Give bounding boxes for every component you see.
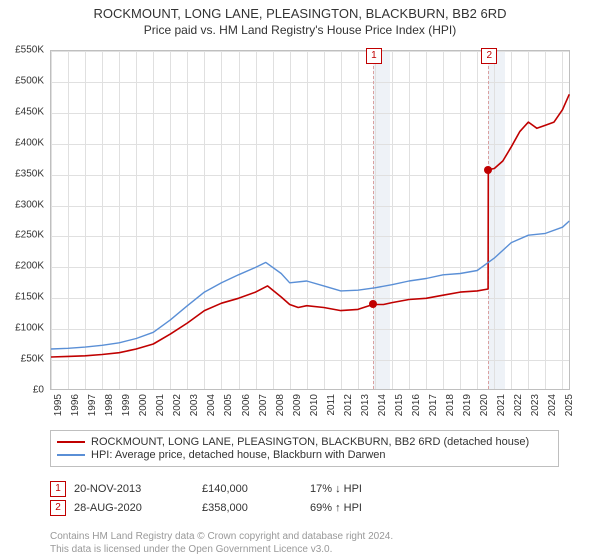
footer-line-1: Contains HM Land Registry data © Crown c… (50, 530, 393, 543)
x-tick-label: 2011 (326, 394, 337, 416)
x-tick-label: 2007 (258, 394, 269, 416)
y-tick-label: £400K (0, 137, 44, 148)
marker-box: 1 (366, 48, 382, 64)
x-tick-label: 2008 (275, 394, 286, 416)
marker-dot (484, 166, 492, 174)
x-tick-label: 2016 (411, 394, 422, 416)
x-tick-label: 2002 (172, 394, 183, 416)
x-tick-label: 2014 (377, 394, 388, 416)
y-tick-label: £200K (0, 261, 44, 272)
sale-diff: 17% ↓ HPI (310, 483, 430, 495)
sale-price: £358,000 (202, 502, 302, 514)
chart-title: ROCKMOUNT, LONG LANE, PLEASINGTON, BLACK… (0, 6, 600, 21)
x-tick-label: 1996 (70, 394, 81, 416)
x-tick-label: 2017 (428, 394, 439, 416)
legend-swatch (57, 454, 85, 456)
x-tick-label: 2013 (360, 394, 371, 416)
chart-plot-area: 12 (50, 50, 570, 390)
y-tick-label: £250K (0, 230, 44, 241)
sale-diff: 69% ↑ HPI (310, 502, 430, 514)
legend-swatch (57, 441, 85, 443)
x-tick-label: 2010 (309, 394, 320, 416)
x-tick-label: 2009 (292, 394, 303, 416)
chart-subtitle: Price paid vs. HM Land Registry's House … (0, 23, 600, 37)
x-tick-label: 2018 (445, 394, 456, 416)
y-tick-label: £300K (0, 199, 44, 210)
x-tick-label: 2003 (189, 394, 200, 416)
x-tick-label: 1997 (87, 394, 98, 416)
x-tick-label: 2015 (394, 394, 405, 416)
y-tick-label: £100K (0, 323, 44, 334)
x-tick-label: 2005 (223, 394, 234, 416)
sales-list: 1 20-NOV-2013 £140,000 17% ↓ HPI 2 28-AUG-202… (50, 478, 570, 519)
sale-date: 28-AUG-2020 (74, 502, 194, 514)
x-tick-label: 2001 (155, 394, 166, 416)
marker-box: 2 (481, 48, 497, 64)
sale-date: 20-NOV-2013 (74, 483, 194, 495)
x-tick-label: 1999 (121, 394, 132, 416)
chart-lines (51, 51, 571, 391)
sale-price: £140,000 (202, 483, 302, 495)
y-tick-label: £450K (0, 106, 44, 117)
marker-dot (369, 300, 377, 308)
series-hpi (51, 221, 569, 349)
legend-row: HPI: Average price, detached house, Blac… (57, 449, 552, 461)
x-tick-label: 2004 (206, 394, 217, 416)
sale-row: 2 28-AUG-2020 £358,000 69% ↑ HPI (50, 500, 570, 516)
y-tick-label: £50K (0, 354, 44, 365)
y-tick-label: £150K (0, 292, 44, 303)
x-tick-label: 2020 (479, 394, 490, 416)
x-tick-label: 2021 (496, 394, 507, 416)
x-tick-label: 2022 (513, 394, 524, 416)
x-tick-label: 2025 (564, 394, 575, 416)
x-tick-label: 2019 (462, 394, 473, 416)
footer-line-2: This data is licensed under the Open Gov… (50, 543, 393, 556)
y-tick-label: £500K (0, 75, 44, 86)
y-tick-label: £0 (0, 385, 44, 396)
sale-row: 1 20-NOV-2013 £140,000 17% ↓ HPI (50, 481, 570, 497)
y-tick-label: £350K (0, 168, 44, 179)
x-tick-label: 1995 (53, 394, 64, 416)
series-price_paid (51, 94, 569, 357)
y-tick-label: £550K (0, 45, 44, 56)
footer-note: Contains HM Land Registry data © Crown c… (50, 530, 393, 556)
x-tick-label: 1998 (104, 394, 115, 416)
x-tick-label: 2000 (138, 394, 149, 416)
x-tick-label: 2024 (547, 394, 558, 416)
legend-label: ROCKMOUNT, LONG LANE, PLEASINGTON, BLACK… (91, 436, 529, 448)
x-tick-label: 2012 (343, 394, 354, 416)
legend: ROCKMOUNT, LONG LANE, PLEASINGTON, BLACK… (50, 430, 559, 467)
x-tick-label: 2006 (241, 394, 252, 416)
sale-marker: 2 (50, 500, 66, 516)
legend-label: HPI: Average price, detached house, Blac… (91, 449, 386, 461)
sale-marker: 1 (50, 481, 66, 497)
legend-row: ROCKMOUNT, LONG LANE, PLEASINGTON, BLACK… (57, 436, 552, 448)
x-tick-label: 2023 (530, 394, 541, 416)
